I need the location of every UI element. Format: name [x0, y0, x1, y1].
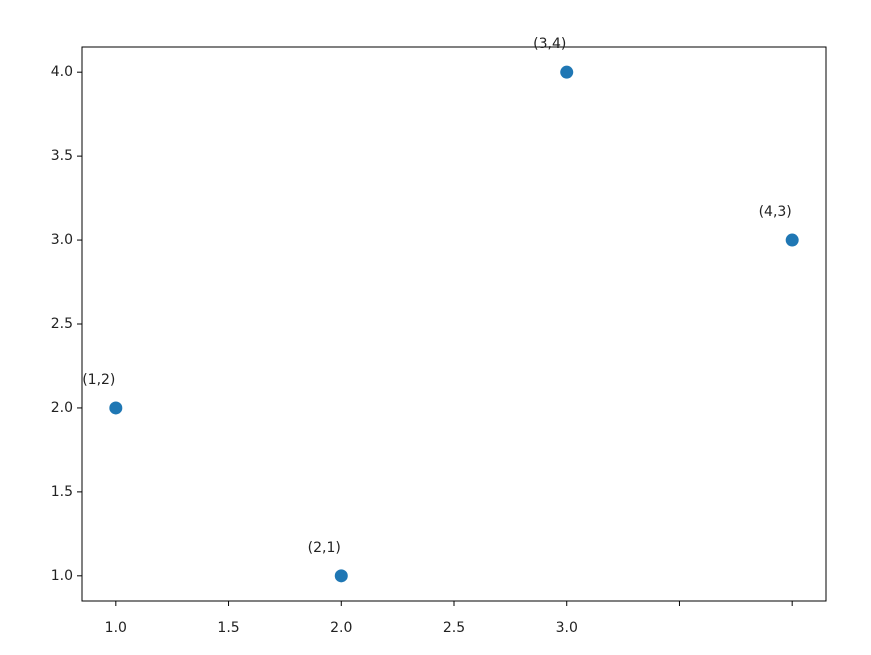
point-label: (1,2): [82, 372, 115, 388]
x-tick-label: 1.0: [105, 620, 127, 636]
x-tick-label: 2.5: [443, 620, 465, 636]
x-tick-label: 1.5: [217, 620, 239, 636]
point-label: (3,4): [533, 36, 566, 52]
y-tick-label: 3.0: [51, 232, 73, 248]
y-tick-label: 1.5: [51, 484, 73, 500]
axes-frame: [81, 46, 827, 602]
x-tick-label: 2.0: [330, 620, 352, 636]
y-tick-label: 2.5: [51, 316, 73, 332]
point-label: (4,3): [759, 204, 792, 220]
y-tick-label: 3.5: [51, 148, 73, 164]
y-tick-label: 2.0: [51, 400, 73, 416]
point: [109, 401, 123, 415]
point-label: (2,1): [308, 540, 341, 556]
point: [560, 65, 574, 79]
point: [334, 569, 348, 583]
x-tick-label: 3.0: [556, 620, 578, 636]
y-tick-label: 4.0: [51, 64, 73, 80]
y-tick-label: 1.0: [51, 568, 73, 584]
point: [785, 233, 799, 247]
